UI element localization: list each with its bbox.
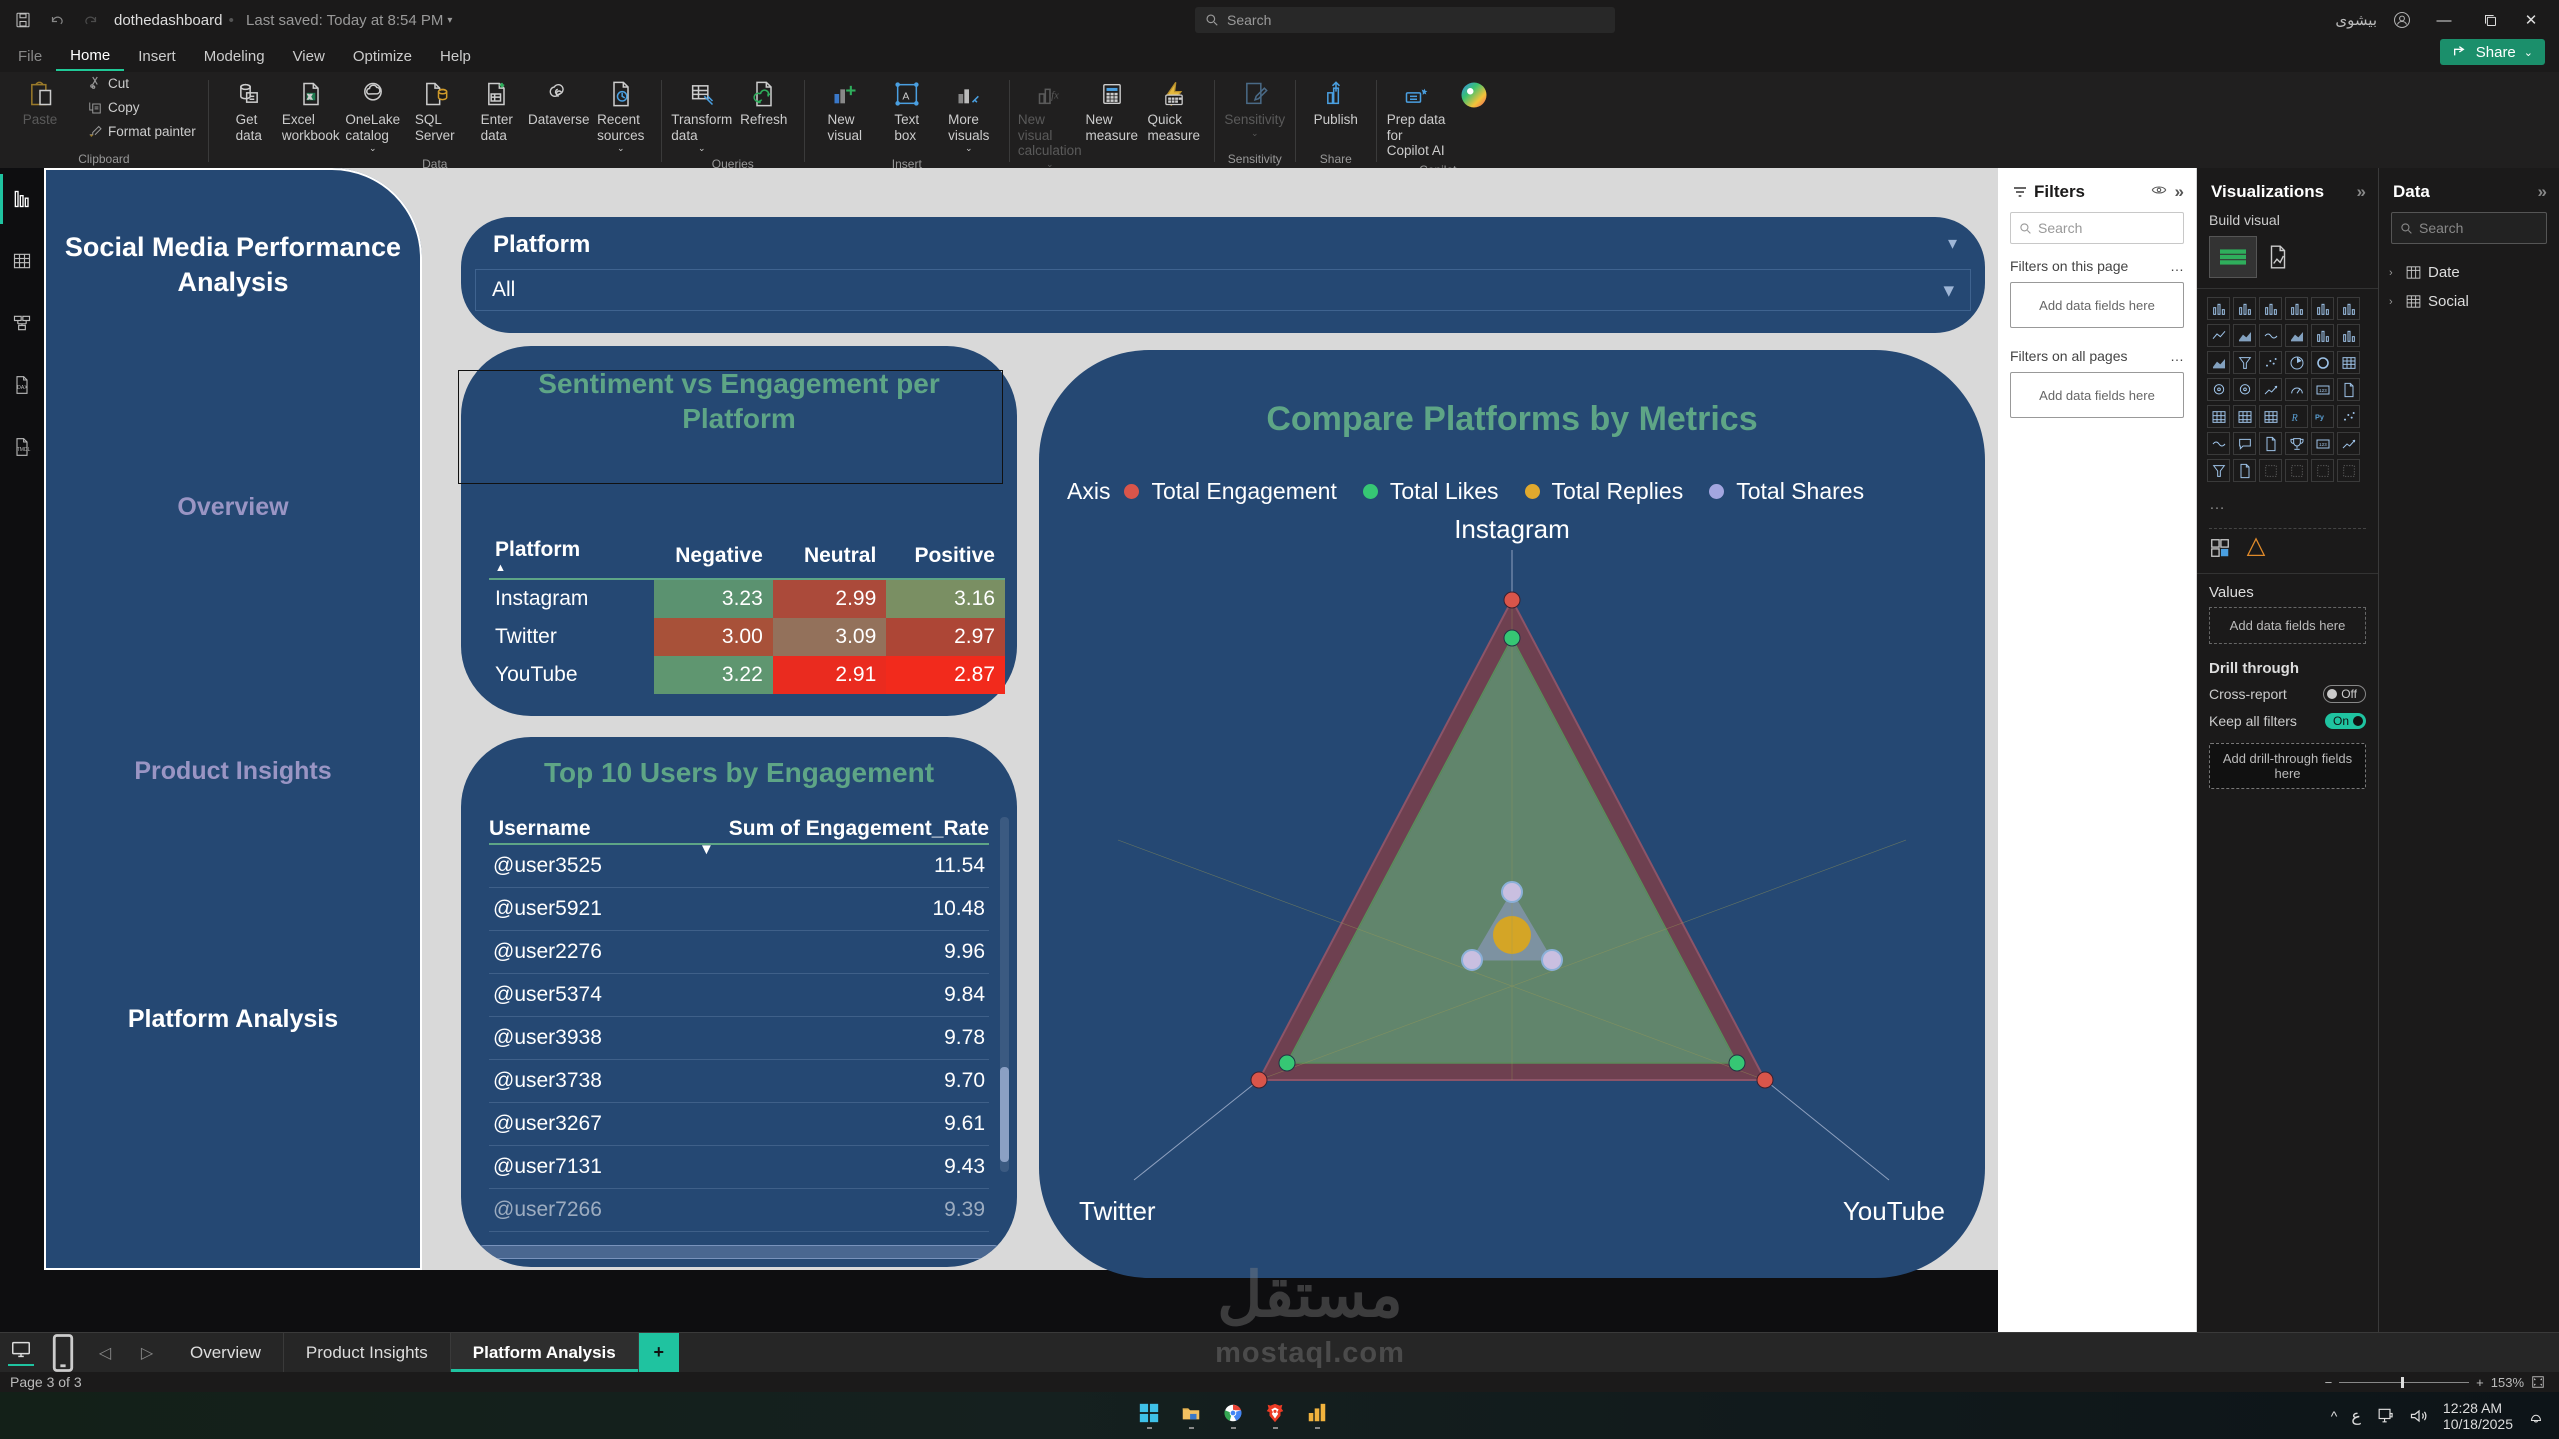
svg-text:123: 123	[2319, 442, 2327, 447]
svg-text:DAX: DAX	[17, 385, 28, 391]
svg-text:Instagram: Instagram	[1454, 520, 1570, 544]
svg-text:X: X	[308, 95, 312, 101]
svg-text:A: A	[902, 90, 909, 102]
svg-text:Py: Py	[2315, 412, 2325, 421]
svg-text:Twitter: Twitter	[1079, 1196, 1156, 1220]
svg-text:123: 123	[2319, 388, 2327, 393]
svg-text:YouTube: YouTube	[1843, 1196, 1945, 1220]
svg-text:TMDL: TMDL	[17, 447, 31, 453]
svg-text:fx: fx	[1051, 91, 1059, 102]
svg-text:R: R	[2290, 413, 2297, 424]
